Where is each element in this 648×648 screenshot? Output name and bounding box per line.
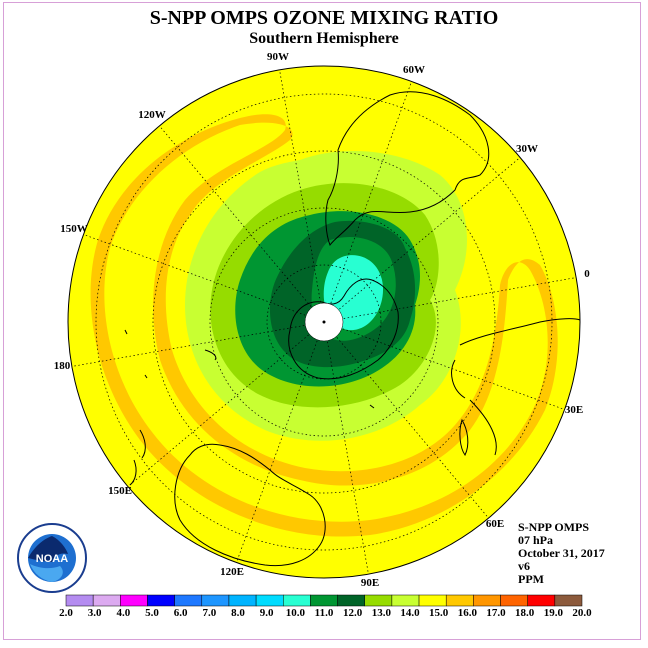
meridian-line (71, 321, 325, 367)
meridian-line (323, 277, 577, 323)
meridians (71, 69, 577, 575)
map-subtitle: Southern Hemisphere (249, 30, 399, 47)
colorbar-label: 17.0 (486, 607, 506, 619)
coastlines (124, 91, 581, 567)
longitude-label: 90E (361, 577, 379, 589)
colorbar-label: 8.0 (231, 607, 245, 619)
meridian-line (127, 321, 325, 487)
figure-frame (3, 2, 641, 640)
longitude-label: 150W (60, 223, 88, 235)
colorbar-swatch (255, 594, 284, 607)
colorbar-swatch (120, 594, 148, 607)
latitude-circle-50s (95, 93, 553, 551)
colorbar-swatch (174, 594, 203, 607)
info-block: S-NPP OMPS 07 hPa October 31, 2017 v6 PP… (518, 521, 605, 586)
graticule (71, 69, 577, 575)
latitude-circle-60s (152, 150, 496, 494)
meridian-line (323, 321, 565, 410)
colorbar-label: 18.0 (515, 607, 535, 619)
pole-dot (322, 320, 326, 324)
meridian-line (279, 69, 325, 323)
longitude-label: 30W (516, 143, 538, 155)
colorbar-label: 11.0 (314, 607, 334, 619)
colorbar-label: 7.0 (202, 607, 217, 619)
colorbar-label: 10.0 (285, 607, 305, 619)
info-version: v6 (518, 559, 530, 573)
longitude-label: 150E (108, 485, 132, 497)
info-date: October 31, 2017 (518, 546, 605, 560)
meridian-line (236, 321, 325, 563)
colorbar-swatch (310, 594, 338, 607)
colorbar-label: 5.0 (145, 607, 159, 619)
australia-coast (174, 443, 326, 567)
colorbar-swatch (500, 594, 528, 607)
new-zealand-coast (129, 429, 146, 486)
colorbar-swatch (364, 594, 393, 607)
meridian-line (159, 125, 325, 323)
colorbar-label: 14.0 (400, 607, 420, 619)
colorbar-swatch (283, 594, 311, 607)
colorbar-label: 15.0 (429, 607, 449, 619)
longitude-label: 30E (565, 404, 583, 416)
info-instrument: S-NPP OMPS (518, 520, 589, 534)
colorbar-swatch (554, 594, 583, 607)
colorbar-label: 3.0 (87, 607, 102, 619)
colorbar-label: 9.0 (259, 607, 274, 619)
meridian-line (323, 81, 412, 323)
meridian-line (323, 321, 369, 575)
longitude-label: 60W (403, 64, 425, 76)
colorbar-swatch (65, 594, 94, 607)
meridian-line (323, 321, 489, 519)
colorbar-swatch (445, 594, 474, 607)
colorbar-swatch (147, 594, 175, 607)
colorbar-swatch (527, 594, 556, 607)
colorbar-label: 4.0 (116, 607, 131, 619)
colorbar-swatch (228, 594, 257, 607)
longitude-label: 120E (220, 566, 244, 578)
longitude-label: 90W (267, 51, 289, 63)
madagascar-coast (459, 418, 469, 456)
colorbar-label: 20.0 (572, 607, 592, 619)
svg-text:NOAA: NOAA (36, 553, 68, 565)
colorbar-label: 2.0 (59, 607, 73, 619)
colorbar-label: 13.0 (371, 607, 391, 619)
info-level: 07 hPa (518, 533, 554, 547)
longitude-label: 120W (138, 109, 166, 121)
colorbar-swatch (92, 594, 121, 607)
map-title: S-NPP OMPS OZONE MIXING RATIO (149, 7, 499, 29)
noaa-logo: NOAA (17, 523, 87, 593)
colorbar (65, 594, 583, 607)
colorbar-label: 19.0 (543, 607, 563, 619)
longitude-labels: 90W 60W 30W 0 30E 60E 90E 120E 150E 180 150W 120W (54, 51, 591, 589)
meridian-line (323, 157, 521, 323)
colorbar-labels: 2.0 3.0 4.0 5.0 6.0 7.0 8.0 9.0 10.0 11.0 12.0 13.0… (0, 607, 648, 621)
map-border (67, 65, 581, 579)
colorbar-swatch (391, 594, 420, 607)
colorbar-label: 12.0 (343, 607, 363, 619)
south-america-coast (325, 91, 490, 247)
colorbar-swatch (473, 594, 501, 607)
latitude-circle-80s (266, 264, 382, 380)
colorbar-swatch (337, 594, 365, 607)
colorbar-swatch (201, 594, 230, 607)
colorbar-label: 16.0 (457, 607, 477, 619)
meridian-line (83, 234, 325, 323)
colorbar-swatch (418, 594, 447, 607)
info-units: PPM (518, 572, 544, 586)
colorbar-label: 6.0 (173, 607, 188, 619)
ozone-band-15-16 (90, 114, 558, 537)
longitude-label: 180 (54, 360, 71, 372)
latitude-circle-70s (209, 207, 439, 437)
islands (124, 329, 375, 409)
africa-coast (451, 318, 581, 456)
longitude-label: 60E (486, 518, 504, 530)
longitude-label: 0 (584, 268, 590, 280)
